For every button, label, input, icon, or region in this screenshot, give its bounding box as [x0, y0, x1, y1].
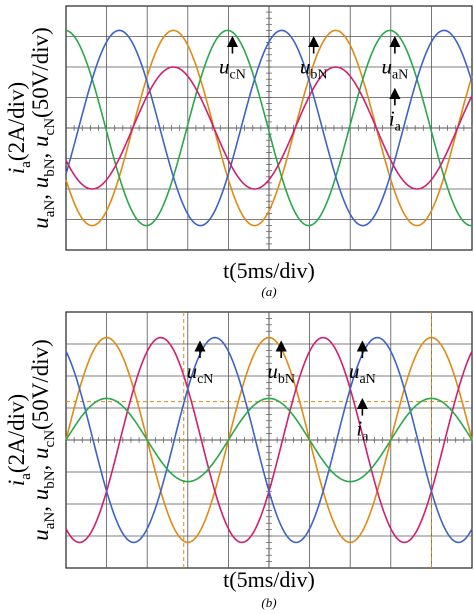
waveforms-a: [65, 29, 473, 227]
annotation-variable: u: [219, 55, 230, 79]
axis-label-variable: u: [28, 447, 53, 459]
axis-label-text: (50V/div): [28, 27, 53, 118]
annotation-variable: i: [389, 106, 395, 130]
annotation-subscript: a: [395, 119, 402, 134]
panel-label-a: (a): [261, 284, 276, 299]
panel-label-b: (b): [261, 595, 276, 610]
annotation-variable: i: [356, 417, 362, 441]
x-axis-label-a: t(5ms/div): [223, 258, 315, 283]
annotation-label-ubN: ubN: [267, 359, 295, 387]
annotation-label-uaN: uaN: [381, 55, 408, 83]
y-axis-label-a: uaN, ubN, ucN(50V/div): [28, 27, 58, 229]
annotation-label-ia: ia: [356, 417, 369, 445]
axis-label-subscript: a: [18, 161, 34, 168]
annotation-label-ia: ia: [389, 106, 402, 134]
axis-label-subscript: a: [18, 473, 34, 480]
y-axis-label2-a: ia(2A/div): [4, 82, 34, 174]
axis-label-text: u: [28, 217, 53, 229]
waveforms-b: [65, 336, 473, 544]
annotation-label-ucN: ucN: [219, 55, 246, 83]
annotation-label-ucN: ucN: [187, 359, 214, 387]
axis-label-variable: u: [28, 489, 53, 501]
axis-label-variable: u: [28, 529, 53, 541]
axis-label-subscript: cN: [42, 118, 58, 136]
waveform-ia: [65, 397, 473, 483]
annotation-subscript: bN: [310, 68, 327, 83]
axis-label-variable: i: [4, 168, 29, 174]
annotation-subscript: cN: [197, 372, 213, 387]
axis-label-subscript: aN: [42, 200, 58, 218]
axis-label-text: (2A/div): [4, 82, 29, 161]
annotation-variable: u: [267, 359, 278, 383]
annotation-label-uaN: uaN: [349, 359, 376, 387]
axis-label-text: ,: [28, 459, 53, 471]
axis-label-text: , u: [28, 177, 53, 200]
annotation-label-ubN: ubN: [300, 55, 328, 83]
waveform-ia: [65, 66, 473, 190]
axis-label-text: , u: [28, 135, 53, 158]
axis-label-text: ,: [28, 147, 53, 159]
annotation-variable: u: [381, 55, 392, 79]
annotation-subscript: cN: [230, 68, 246, 83]
axis-label-variable: u: [28, 217, 53, 229]
axis-label-text: ,: [28, 188, 53, 200]
axis-label-text: i: [4, 480, 29, 486]
x-axis-label-b: t(5ms/div): [223, 567, 315, 592]
annotation-variable: u: [349, 359, 360, 383]
waveform-ucN: [65, 336, 473, 544]
annotation-variable: u: [187, 359, 198, 383]
axis-label-variable: i: [4, 480, 29, 486]
axis-label-variable: u: [28, 135, 53, 147]
waveform-ucN: [65, 29, 473, 227]
axis-label-subscript: bN: [42, 158, 58, 177]
annotation-subscript: a: [362, 430, 369, 445]
axis-label-text: , u: [28, 489, 53, 512]
axis-label-text: (2A/div): [4, 394, 29, 473]
axis-label-variable: u: [28, 177, 53, 189]
axis-label-text: , u: [28, 447, 53, 470]
annotation-subscript: bN: [278, 372, 295, 387]
annotation-subscript: aN: [392, 68, 408, 83]
axis-label-subscript: cN: [42, 430, 58, 448]
axis-label-subscript: aN: [42, 512, 58, 530]
axis-label-subscript: bN: [42, 470, 58, 489]
waveform-ubN: [65, 29, 473, 227]
annotation-subscript: aN: [359, 372, 375, 387]
axis-label-text: u: [28, 529, 53, 541]
axis-label-text: ,: [28, 500, 53, 512]
axis-label-text: i: [4, 168, 29, 174]
y-axis-label2-b: ia(2A/div): [4, 394, 34, 486]
y-axis-label-b: uaN, ubN, ucN(50V/div): [28, 339, 58, 541]
axis-label-text: (50V/div): [28, 339, 53, 430]
annotation-variable: u: [300, 55, 311, 79]
